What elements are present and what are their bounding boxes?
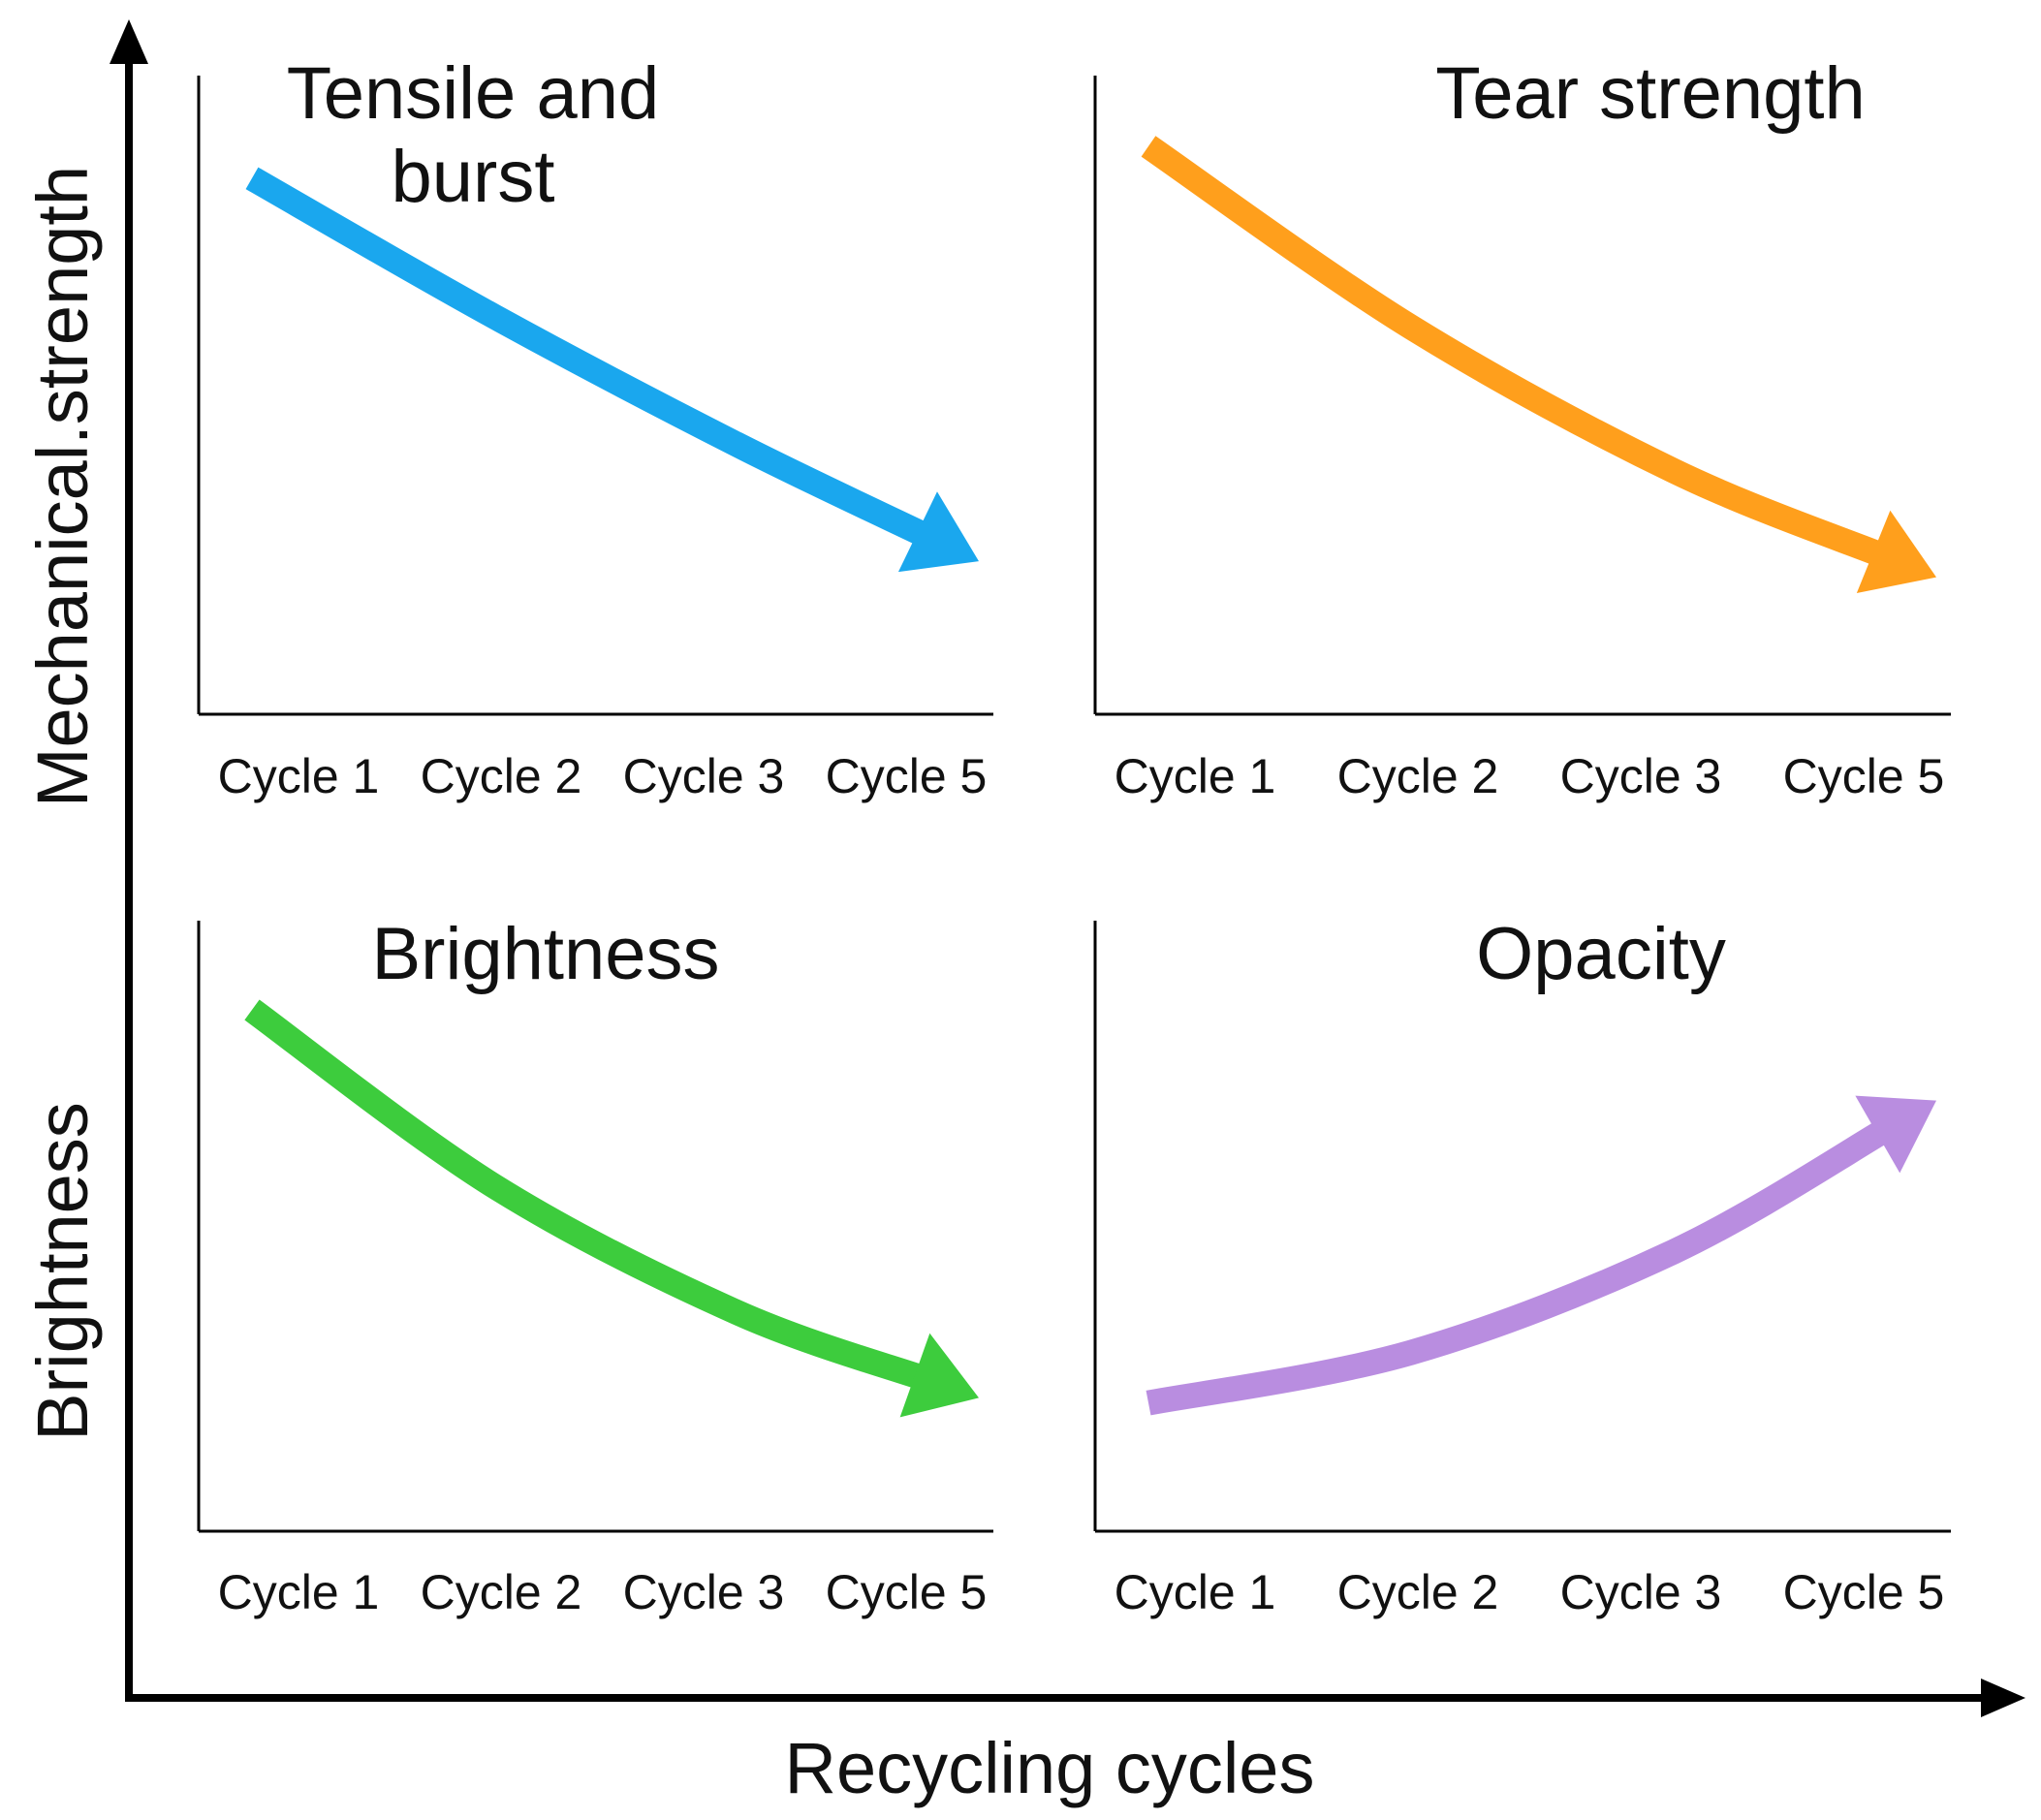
panel-4: Opacity Cycle 1 Cycle 2 Cycle 3 Cycle 5	[1093, 913, 1951, 1619]
trend-arrow-shaft	[244, 999, 929, 1391]
tick-label: Cycle 2	[1337, 749, 1499, 803]
panel-title: Tear strength	[1435, 52, 1866, 135]
tick-label: Cycle 3	[623, 1565, 785, 1619]
panel-3: Brightness Cycle 1 Cycle 2 Cycle 3 Cycle 5	[197, 913, 993, 1619]
panel-2: Tear strength Cycle 1 Cycle 2 Cycle 3 Cycle …	[1093, 52, 1951, 803]
panel-title: Opacity	[1476, 913, 1726, 995]
trend-arrow-shaft	[1146, 1118, 1893, 1416]
tick-label: Cycle 3	[1560, 749, 1722, 803]
tick-label: Cycle 1	[1115, 749, 1276, 803]
tick-label: Cycle 3	[1560, 1565, 1722, 1619]
tick-label: Cycle 1	[218, 1565, 380, 1619]
panel-title: Brightness	[371, 913, 719, 995]
tick-label: Cycle 2	[421, 749, 582, 803]
tick-label: Cycle 2	[1337, 1565, 1499, 1619]
panel-title: Tensile and	[287, 52, 660, 135]
trend-arrowhead-icon	[1855, 1095, 1936, 1174]
trend-arrowhead-icon	[897, 491, 979, 573]
tick-label: Cycle 1	[218, 749, 380, 803]
trend-arrow-shaft	[245, 167, 933, 548]
tick-label: Cycle 5	[1783, 1565, 1945, 1619]
x-axis-label: Recycling cycles	[785, 1728, 1315, 1808]
tick-label: Cycle 2	[421, 1565, 582, 1619]
tick-label: Cycle 5	[1783, 749, 1945, 803]
panel-title: burst	[392, 136, 555, 218]
y-axis-label-bottom: Brightness	[22, 1102, 103, 1441]
tick-label: Cycle 3	[623, 749, 785, 803]
trend-arrowhead-icon	[899, 1333, 979, 1418]
x-axis-arrowhead-icon	[1981, 1679, 2025, 1717]
trend-arrowhead-icon	[1856, 510, 1936, 593]
y-axis-label-top: Mechanical.strength	[22, 166, 103, 807]
y-axis-arrowhead-icon	[110, 19, 148, 64]
tick-label: Cycle 5	[826, 749, 988, 803]
trend-arrow-shaft	[1141, 136, 1888, 568]
tick-label: Cycle 5	[826, 1565, 988, 1619]
tick-label: Cycle 1	[1115, 1565, 1276, 1619]
